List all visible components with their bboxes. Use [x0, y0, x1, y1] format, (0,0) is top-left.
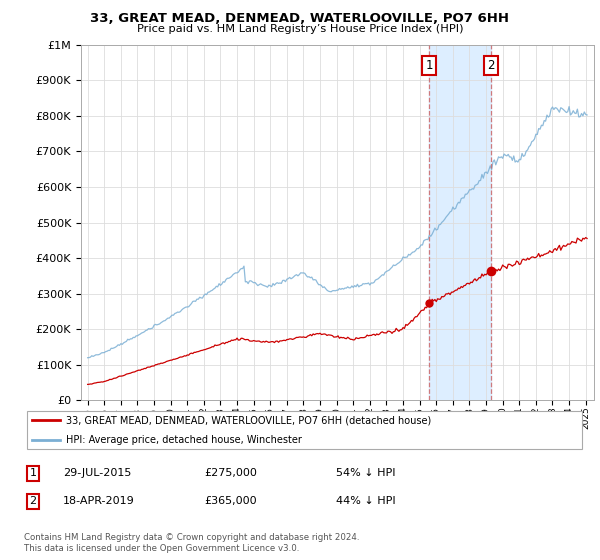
Text: 33, GREAT MEAD, DENMEAD, WATERLOOVILLE, PO7 6HH: 33, GREAT MEAD, DENMEAD, WATERLOOVILLE, …	[91, 12, 509, 25]
Text: Contains HM Land Registry data © Crown copyright and database right 2024.: Contains HM Land Registry data © Crown c…	[24, 533, 359, 542]
Text: £365,000: £365,000	[204, 496, 257, 506]
Text: 1: 1	[425, 59, 433, 72]
Text: This data is licensed under the Open Government Licence v3.0.: This data is licensed under the Open Gov…	[24, 544, 299, 553]
Text: 2: 2	[487, 59, 494, 72]
Bar	[429, 45, 491, 400]
Text: 44% ↓ HPI: 44% ↓ HPI	[336, 496, 395, 506]
Text: 1: 1	[29, 468, 37, 478]
Text: 33, GREAT MEAD, DENMEAD, WATERLOOVILLE, PO7 6HH (detached house): 33, GREAT MEAD, DENMEAD, WATERLOOVILLE, …	[66, 415, 431, 425]
Text: £275,000: £275,000	[204, 468, 257, 478]
Text: 54% ↓ HPI: 54% ↓ HPI	[336, 468, 395, 478]
Text: 18-APR-2019: 18-APR-2019	[63, 496, 135, 506]
Text: Price paid vs. HM Land Registry’s House Price Index (HPI): Price paid vs. HM Land Registry’s House …	[137, 24, 463, 34]
Text: 2: 2	[29, 496, 37, 506]
FancyBboxPatch shape	[27, 411, 582, 449]
Text: HPI: Average price, detached house, Winchester: HPI: Average price, detached house, Winc…	[66, 435, 302, 445]
Text: 29-JUL-2015: 29-JUL-2015	[63, 468, 131, 478]
